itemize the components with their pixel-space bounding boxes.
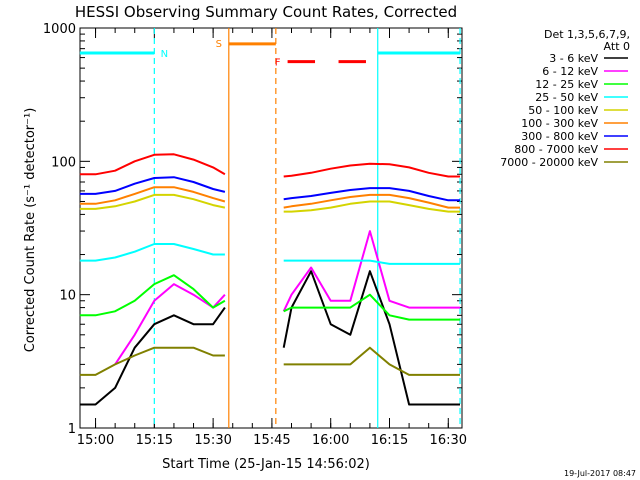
- plot-area: 1 10 100 1000 15:00 15:15 15:30 15:45 16:00 16:15…: [43, 22, 467, 448]
- legend-entry-label: 3 - 6 keV: [549, 52, 598, 65]
- y-tick-label: 10: [59, 289, 76, 304]
- flag-label: S: [216, 39, 222, 50]
- x-tick-label: 16:30: [430, 433, 467, 448]
- legend-entry-label: 12 - 25 keV: [535, 78, 598, 91]
- x-tick-label: 15:00: [77, 433, 114, 448]
- legend-header: Det 1,3,5,6,7,9,: [544, 28, 630, 41]
- legend-entry-label: 800 - 7000 keV: [514, 143, 598, 156]
- plot-frame: [79, 27, 463, 429]
- y-tick-label: 100: [51, 155, 76, 170]
- y-axis-label: Corrected Count Rate (s⁻¹ detector⁻¹): [23, 108, 38, 353]
- series-line: [79, 346, 460, 376]
- series-line: [79, 270, 460, 406]
- series-line: [79, 153, 460, 178]
- legend-entry-label: 7000 - 20000 keV: [500, 156, 598, 169]
- series-line: [79, 176, 460, 202]
- legend-entry-label: 6 - 12 keV: [542, 65, 598, 78]
- x-tick-label: 16:00: [312, 433, 349, 448]
- x-tick-label: 15:30: [194, 433, 231, 448]
- series-line: [79, 243, 460, 265]
- legend-entry-label: 25 - 50 keV: [535, 91, 598, 104]
- timestamp: 19-Jul-2017 08:47: [564, 469, 636, 478]
- legend-header: Att 0: [604, 40, 630, 53]
- chart-title: HESSI Observing Summary Count Rates, Cor…: [75, 3, 457, 21]
- legend-entry-label: 50 - 100 keV: [528, 104, 598, 117]
- legend-entry-label: 300 - 800 keV: [521, 130, 598, 143]
- flag-label: N: [161, 49, 168, 60]
- x-tick-label: 15:45: [253, 433, 290, 448]
- series-line: [114, 230, 460, 365]
- series-line: [79, 193, 460, 213]
- series-line: [79, 274, 460, 321]
- y-tick-label: 1000: [43, 22, 76, 37]
- flag-label: F: [275, 58, 281, 69]
- x-axis-label: Start Time (25-Jan-15 14:56:02): [162, 457, 370, 472]
- y-tick-label: 1: [68, 422, 76, 437]
- legend-entry-label: 100 - 300 keV: [521, 117, 598, 130]
- x-tick-label: 15:15: [136, 433, 173, 448]
- x-tick-label: 16:15: [371, 433, 408, 448]
- series-line: [79, 186, 460, 209]
